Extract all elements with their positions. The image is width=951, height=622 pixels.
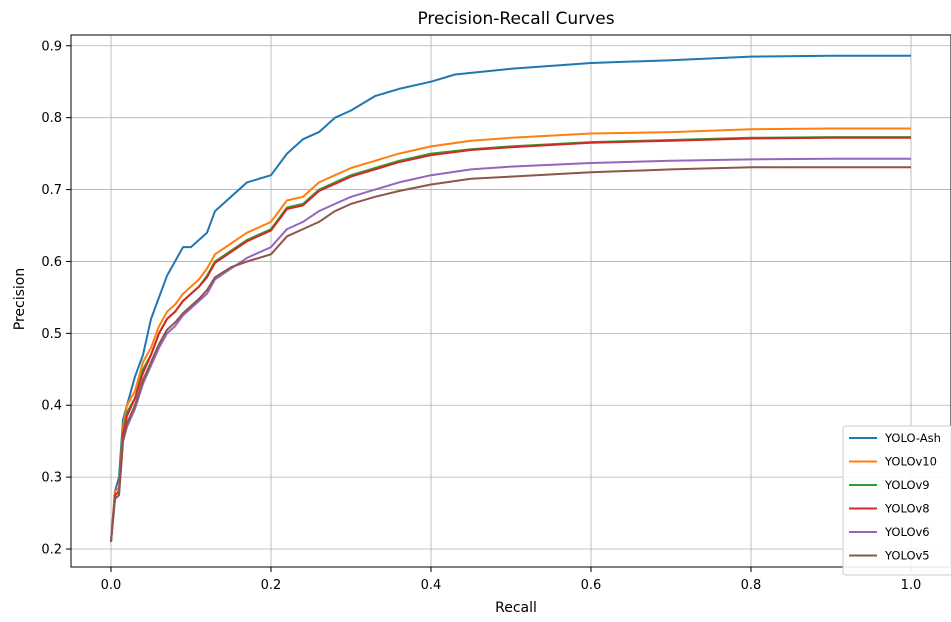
legend-label: YOLOv10 bbox=[884, 455, 937, 469]
grid bbox=[71, 35, 951, 567]
legend-label: YOLOv9 bbox=[884, 478, 930, 492]
y-tick-label: 0.5 bbox=[41, 327, 62, 342]
y-tick-label: 0.4 bbox=[41, 399, 62, 414]
y-tick-label: 0.6 bbox=[41, 255, 62, 270]
chart-title: Precision-Recall Curves bbox=[417, 9, 614, 29]
y-tick-label: 0.8 bbox=[41, 111, 62, 126]
x-tick-label: 0.8 bbox=[741, 578, 762, 593]
y-axis-ticks: 0.2 0.3 0.4 0.5 0.6 0.7 0.8 0.9 bbox=[41, 39, 71, 558]
legend-label: YOLO-Ash bbox=[884, 431, 941, 445]
series-line-yolov5 bbox=[110, 166, 911, 542]
series-line-yolov10 bbox=[110, 127, 911, 542]
x-axis-label: Recall bbox=[495, 600, 537, 616]
legend: YOLO-Ash YOLOv10 YOLOv9 YOLOv8 YOLOv6 YOLOv5 bbox=[842, 425, 951, 576]
series-line-yolov6 bbox=[110, 157, 911, 542]
x-axis-ticks: 0.0 0.2 0.4 0.6 0.8 1.0 bbox=[101, 567, 922, 593]
legend-label: YOLOv6 bbox=[884, 525, 930, 539]
x-tick-label: 0.4 bbox=[421, 578, 442, 593]
plot-frame bbox=[70, 34, 951, 568]
x-tick-label: 0.2 bbox=[261, 578, 282, 593]
y-axis-label: Precision bbox=[12, 268, 28, 330]
x-tick-label: 0.0 bbox=[101, 578, 122, 593]
legend-label: YOLOv5 bbox=[884, 549, 930, 563]
legend-label: YOLOv8 bbox=[884, 502, 930, 516]
x-tick-label: 1.0 bbox=[901, 578, 922, 593]
y-tick-label: 0.2 bbox=[41, 543, 62, 558]
series-line-yolov8 bbox=[110, 136, 911, 542]
y-tick-label: 0.9 bbox=[41, 39, 62, 54]
legend-box bbox=[842, 425, 951, 576]
series-lines bbox=[110, 54, 911, 542]
y-tick-label: 0.7 bbox=[41, 183, 62, 198]
x-tick-label: 0.6 bbox=[581, 578, 602, 593]
series-line-yolo-ash bbox=[110, 54, 911, 542]
y-tick-label: 0.3 bbox=[41, 471, 62, 486]
